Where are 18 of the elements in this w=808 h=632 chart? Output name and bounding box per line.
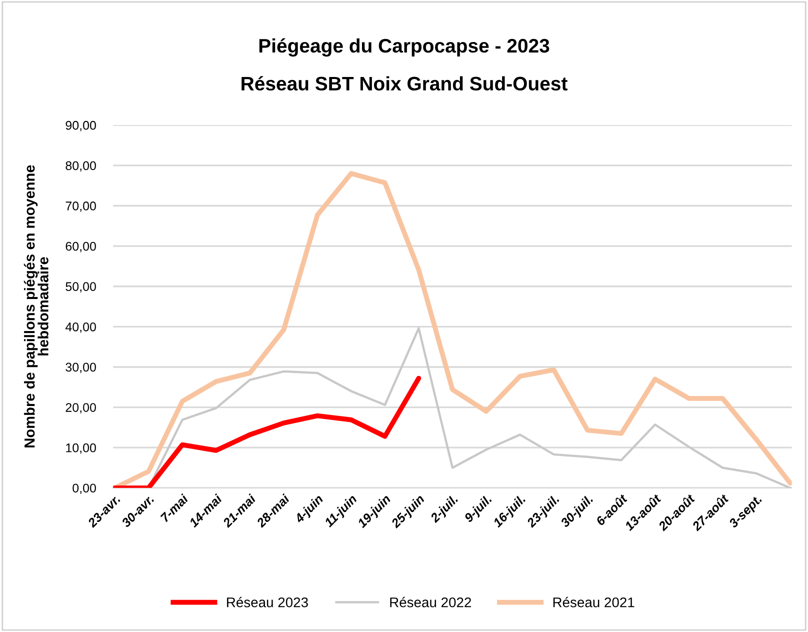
chart-subtitle: Réseau SBT Noix Grand Sud-Ouest: [242, 76, 568, 91]
line-series: [113, 171, 792, 488]
y-tick-label: 20,00: [66, 403, 96, 414]
legend-label: Réseau 2021: [553, 596, 634, 608]
y-tick-label: 90,00: [66, 120, 96, 132]
y-tick-label: 70,00: [66, 202, 96, 212]
line-series: [113, 376, 422, 488]
y-axis-title: Nombre de papillons piégés en moyenne hebdomadaire: [24, 165, 48, 448]
y-tick-label: 60,00: [66, 242, 96, 252]
y-tick-label: 30,00: [66, 362, 96, 374]
chart-title: Piégeage du Carpocapse - 2023: [259, 38, 550, 57]
legend-label: Réseau 2022: [390, 596, 472, 608]
y-tick-label: 80,00: [66, 161, 96, 172]
y-tick-label: 50,00: [66, 282, 96, 292]
legend-label: Réseau 2023: [227, 596, 308, 608]
y-tick-label: 0,00: [72, 484, 96, 494]
y-tick-label: 10,00: [66, 443, 96, 454]
y-tick-label: 40,00: [65, 322, 96, 333]
